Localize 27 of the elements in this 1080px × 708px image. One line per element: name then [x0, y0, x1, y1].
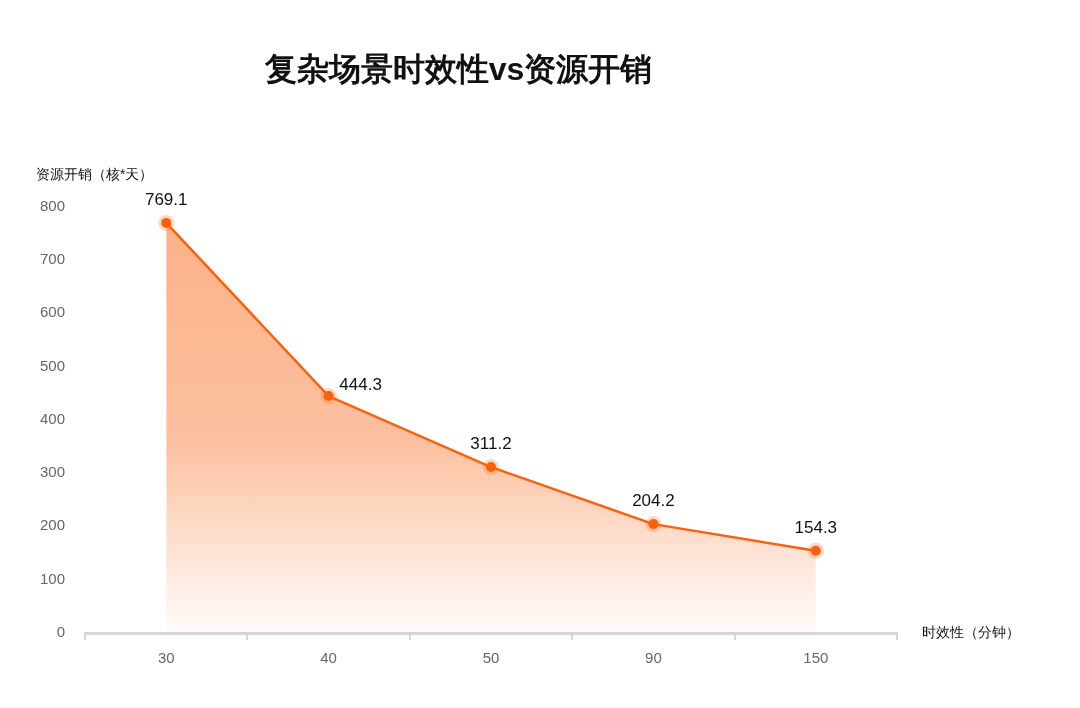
chart-title: 复杂场景时效性vs资源开销	[263, 51, 653, 88]
y-tick-label: 700	[40, 249, 66, 267]
point	[645, 516, 662, 533]
point	[158, 214, 175, 231]
y-tick-label: 300	[40, 463, 66, 481]
x-tick-label: 150	[803, 649, 829, 667]
data-label: 311.2	[470, 434, 512, 454]
y-axis-title: 资源开销（核*天）	[36, 165, 154, 182]
data-label: 154.3	[794, 517, 838, 537]
point	[807, 542, 824, 559]
y-tick-label: 500	[40, 356, 66, 374]
x-tick-label: 50	[482, 649, 500, 667]
y-tick-label: 200	[40, 516, 66, 534]
x-tick-label: 40	[320, 649, 337, 667]
point	[320, 388, 337, 405]
y-tick-label: 100	[40, 569, 66, 587]
point	[483, 459, 500, 476]
x-axis-title: 时效性（分钟）	[922, 623, 1020, 640]
y-tick-label: 400	[40, 409, 66, 427]
x-tick-label: 90	[645, 649, 662, 667]
y-tick-label: 800	[40, 196, 66, 214]
y-tick-label: 600	[40, 303, 66, 321]
data-label: 769.1	[144, 190, 188, 210]
data-label: 444.3	[339, 375, 382, 395]
y-tick-label: 0	[56, 623, 66, 641]
x-tick-label: 30	[157, 649, 175, 667]
data-label: 204.2	[632, 491, 675, 511]
